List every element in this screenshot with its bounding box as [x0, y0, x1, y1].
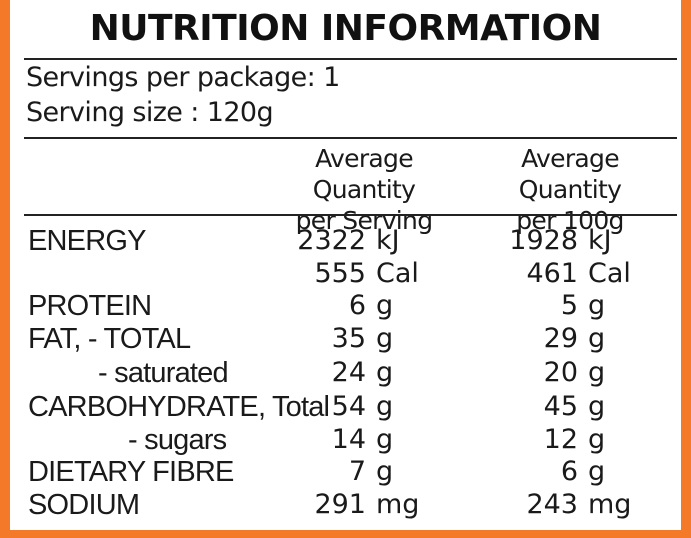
- per-100g-value: 1928: [509, 225, 578, 256]
- per-serving-value: 2322: [297, 225, 366, 256]
- per-100g-value: 45: [543, 391, 578, 422]
- table-row: - sugars 14 g 12 g: [10, 424, 681, 457]
- per-100g-value: 6: [560, 456, 578, 487]
- per-serving-unit: Cal: [376, 258, 419, 289]
- per-serving-value: 555: [314, 258, 366, 289]
- per-100g-unit: g: [588, 456, 606, 487]
- column-header-per-serving: Average Quantity per Serving: [264, 143, 464, 236]
- per-100g-unit: g: [588, 323, 606, 354]
- per-serving-value: 24: [331, 357, 366, 388]
- nutrition-title: NUTRITION INFORMATION: [89, 8, 602, 49]
- serving-size: Serving size : 120g: [26, 97, 274, 128]
- per-100g-unit: mg: [588, 489, 632, 520]
- per-serving-unit: kJ: [376, 225, 400, 256]
- table-row: 555 Cal 461 Cal: [10, 258, 681, 291]
- per-serving-value: 7: [348, 456, 366, 487]
- table-row: - saturated 24 g 20 g: [10, 357, 681, 390]
- column-header-line: per Serving: [295, 206, 433, 235]
- per-serving-unit: g: [376, 357, 394, 388]
- per-serving-value: 35: [331, 323, 366, 354]
- per-100g-unit: kJ: [588, 225, 612, 256]
- nutrient-label: ENERGY: [28, 225, 146, 257]
- nutrient-label: - sugars: [128, 424, 227, 456]
- servings-divider: [24, 137, 677, 139]
- nutrient-label: PROTEIN: [28, 290, 152, 322]
- per-100g-value: 5: [560, 290, 578, 321]
- per-serving-unit: g: [376, 323, 394, 354]
- column-header-line: per 100g: [516, 206, 624, 235]
- servings-per-package: Servings per package: 1: [26, 62, 340, 93]
- table-row: CARBOHYDRATE, Total 54 g 45 g: [10, 391, 681, 424]
- per-100g-value: 12: [543, 424, 578, 455]
- nutrient-label: - saturated: [98, 357, 229, 389]
- per-100g-unit: Cal: [588, 258, 631, 289]
- per-100g-value: 20: [543, 357, 578, 388]
- column-header-line: Average Quantity: [312, 144, 416, 204]
- column-header-per-100g: Average Quantity per 100g: [470, 143, 670, 236]
- per-serving-value: 6: [348, 290, 366, 321]
- per-100g-value: 243: [526, 489, 578, 520]
- table-row: SODIUM 291 mg 243 mg: [10, 489, 681, 522]
- nutrient-label: FAT, - TOTAL: [28, 323, 191, 355]
- per-100g-unit: g: [588, 424, 606, 455]
- per-serving-value: 54: [331, 391, 366, 422]
- column-header-line: Average Quantity: [518, 144, 622, 204]
- title-divider: [24, 58, 677, 60]
- per-100g-value: 29: [543, 323, 578, 354]
- nutrition-panel: NUTRITION INFORMATION Servings per packa…: [10, 0, 681, 530]
- nutrient-label: SODIUM: [28, 489, 140, 521]
- per-serving-unit: g: [376, 424, 394, 455]
- per-serving-unit: g: [376, 290, 394, 321]
- table-row: PROTEIN 6 g 5 g: [10, 290, 681, 323]
- per-100g-unit: g: [588, 290, 606, 321]
- per-serving-value: 14: [331, 424, 366, 455]
- header-divider: [24, 214, 677, 216]
- nutrient-label: CARBOHYDRATE, Total: [28, 391, 330, 423]
- table-row: DIETARY FIBRE 7 g 6 g: [10, 456, 681, 489]
- per-serving-unit: g: [376, 391, 394, 422]
- table-row: FAT, - TOTAL 35 g 29 g: [10, 323, 681, 356]
- per-100g-unit: g: [588, 357, 606, 388]
- nutrient-label: DIETARY FIBRE: [28, 456, 234, 488]
- per-serving-unit: mg: [376, 489, 420, 520]
- per-serving-value: 291: [314, 489, 366, 520]
- per-100g-value: 461: [526, 258, 578, 289]
- per-100g-unit: g: [588, 391, 606, 422]
- table-row: ENERGY 2322 kJ 1928 kJ: [10, 225, 681, 258]
- per-serving-unit: g: [376, 456, 394, 487]
